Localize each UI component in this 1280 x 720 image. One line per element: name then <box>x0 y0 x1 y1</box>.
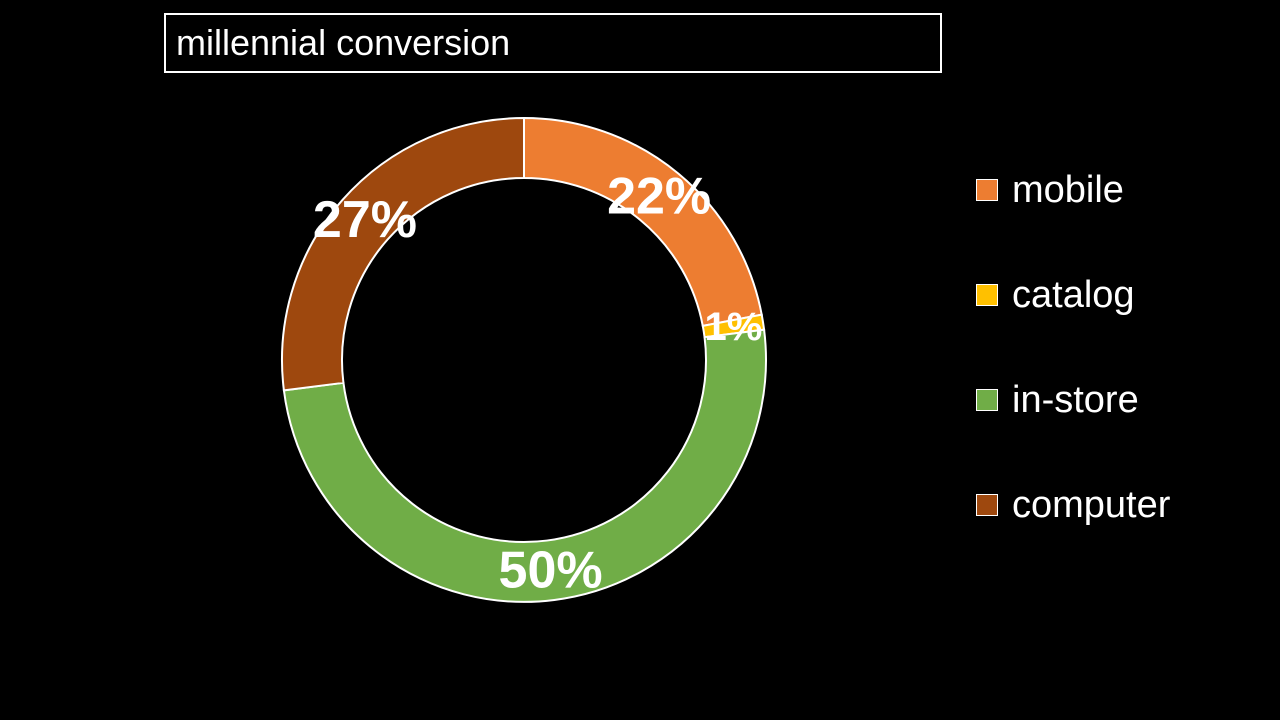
legend-swatch <box>976 284 998 306</box>
data-labels: 22% 1% 50% 27% <box>313 168 762 600</box>
legend-swatch <box>976 389 998 411</box>
legend-item-catalog: catalog <box>976 265 1135 325</box>
legend-item-mobile: mobile <box>976 160 1124 220</box>
legend-label: catalog <box>1012 273 1135 316</box>
data-label-in-store: 50% <box>499 541 603 599</box>
legend-item-in-store: in-store <box>976 370 1139 430</box>
data-label-catalog: 1% <box>704 305 762 349</box>
data-label-computer: 27% <box>313 191 417 249</box>
legend-label: in-store <box>1012 378 1139 421</box>
legend-label: mobile <box>1012 168 1124 211</box>
legend-item-computer: computer <box>976 475 1170 535</box>
donut-slice-computer <box>281 116 525 392</box>
chart-title: millennial conversion <box>164 13 942 73</box>
donut-slices <box>281 116 767 603</box>
legend-swatch <box>976 494 998 516</box>
donut-slice-in-store <box>282 328 767 603</box>
legend-label: computer <box>1012 483 1171 526</box>
legend-swatch <box>976 179 998 201</box>
data-label-mobile: 22% <box>607 168 711 226</box>
